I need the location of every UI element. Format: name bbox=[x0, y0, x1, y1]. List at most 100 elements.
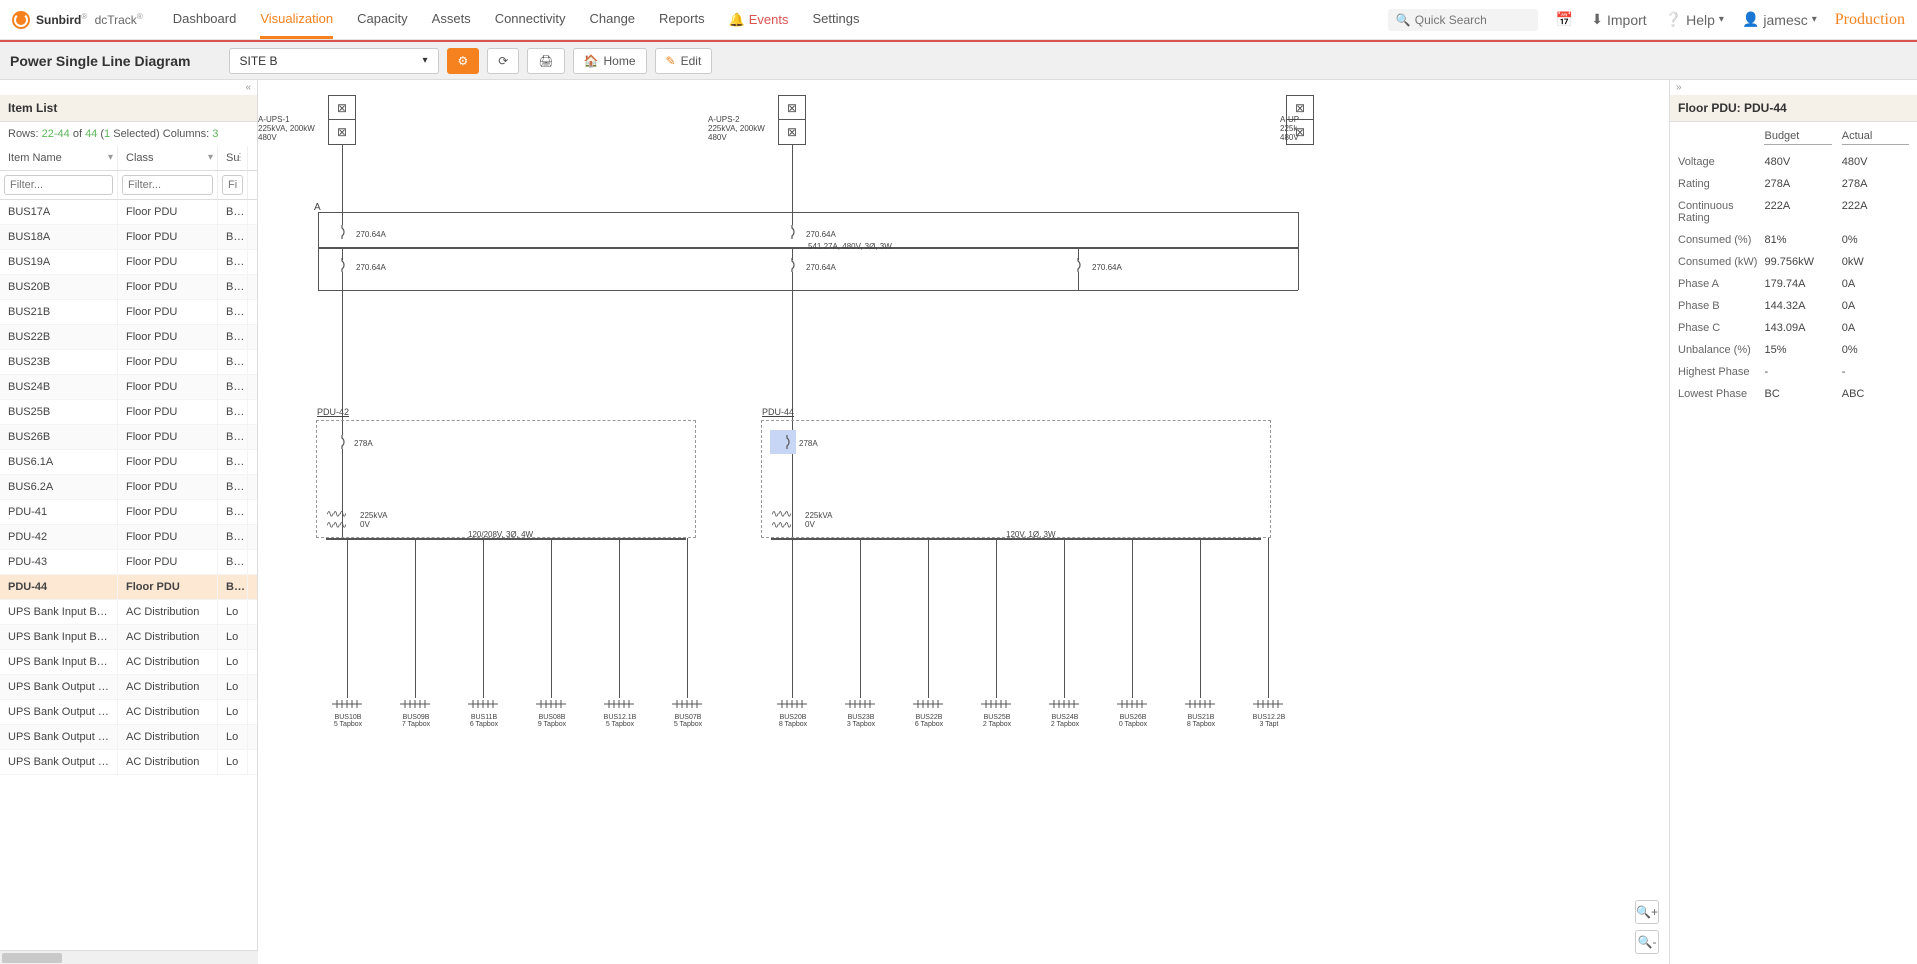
table-row[interactable]: BUS22BFloor PDUBu bbox=[0, 325, 257, 350]
breaker-symbol[interactable] bbox=[335, 258, 349, 272]
nav-item-capacity[interactable]: Capacity bbox=[357, 1, 408, 39]
import-button[interactable]: ⬇ Import bbox=[1591, 11, 1646, 28]
help-button[interactable]: ❔ Help ▾ bbox=[1665, 11, 1724, 28]
zoom-out-button[interactable]: 🔍- bbox=[1635, 930, 1659, 954]
edit-button[interactable]: ✎ Edit bbox=[655, 48, 713, 74]
detail-key: Phase A bbox=[1678, 278, 1764, 290]
table-row[interactable]: PDU-43Floor PDUBu bbox=[0, 550, 257, 575]
kebab-icon: ⋮ bbox=[235, 152, 245, 163]
nav-item-visualization[interactable]: Visualization bbox=[260, 1, 333, 39]
busway-tap[interactable] bbox=[672, 698, 702, 706]
home-button[interactable]: 🏠 Home bbox=[573, 48, 647, 74]
table-row[interactable]: BUS23BFloor PDUBu bbox=[0, 350, 257, 375]
detail-row: Rating278A278A bbox=[1678, 173, 1909, 195]
filter-name-input[interactable] bbox=[4, 175, 113, 195]
table-row[interactable]: BUS18AFloor PDUBu bbox=[0, 225, 257, 250]
horizontal-scrollbar[interactable] bbox=[0, 950, 258, 964]
table-row[interactable]: UPS Bank Input Breaker 3AC DistributionL… bbox=[0, 650, 257, 675]
cell-class: Floor PDU bbox=[118, 350, 218, 374]
breaker-symbol[interactable] bbox=[1071, 258, 1085, 272]
nav-item-reports[interactable]: Reports bbox=[659, 1, 705, 39]
cell-item-name: UPS Bank Input Breaker 1 bbox=[0, 600, 118, 624]
detail-budget: 99.756kW bbox=[1764, 256, 1831, 268]
ups-label: A-UPS-1 225kVA, 200kW 480V bbox=[258, 115, 315, 142]
zoom-in-button[interactable]: 🔍+ bbox=[1635, 900, 1659, 924]
calendar-icon[interactable]: 📅 bbox=[1556, 11, 1573, 28]
cell-item-name: UPS Bank Output Breaker 2 bbox=[0, 700, 118, 724]
busway-tap[interactable] bbox=[1117, 698, 1147, 706]
transformer-symbol[interactable]: ∿∿∿∿∿∿ bbox=[771, 509, 790, 531]
table-row[interactable]: PDU-41Floor PDUBu bbox=[0, 500, 257, 525]
refresh-button[interactable]: ⟳ bbox=[487, 48, 519, 74]
busway-tap[interactable] bbox=[913, 698, 943, 706]
breaker-symbol[interactable] bbox=[785, 258, 799, 272]
nav-item-assets[interactable]: Assets bbox=[432, 1, 471, 39]
busway-tap[interactable] bbox=[400, 698, 430, 706]
pdu-breaker[interactable] bbox=[780, 435, 794, 449]
filter-sub-input[interactable] bbox=[222, 175, 243, 195]
busway-tap[interactable] bbox=[777, 698, 807, 706]
nav-item-events[interactable]: 🔔 Events bbox=[729, 1, 789, 39]
collapse-right-button[interactable]: » bbox=[1670, 80, 1917, 95]
busway-tap[interactable] bbox=[332, 698, 362, 706]
busway-tap[interactable] bbox=[604, 698, 634, 706]
busway-tap[interactable] bbox=[468, 698, 498, 706]
cell-class: Floor PDU bbox=[118, 250, 218, 274]
table-row[interactable]: UPS Bank Output Breaker 2AC Distribution… bbox=[0, 700, 257, 725]
nav-item-connectivity[interactable]: Connectivity bbox=[495, 1, 566, 39]
bus-frame-left bbox=[318, 212, 319, 290]
pdu-box[interactable]: PDU-44 bbox=[761, 420, 1271, 538]
nav-item-change[interactable]: Change bbox=[590, 1, 636, 39]
table-row[interactable]: BUS26BFloor PDUBu bbox=[0, 425, 257, 450]
col-class[interactable]: Class▾ bbox=[118, 146, 218, 170]
transformer-rating: 225kVA 0V bbox=[805, 511, 832, 529]
detail-key: Rating bbox=[1678, 178, 1764, 190]
breaker-symbol[interactable] bbox=[785, 225, 799, 239]
ups-symbol[interactable]: ⊠⊠ bbox=[328, 95, 356, 145]
quick-search[interactable]: 🔍 bbox=[1388, 9, 1538, 31]
table-row[interactable]: PDU-44Floor PDUBu bbox=[0, 575, 257, 600]
ups-symbol[interactable]: ⊠⊠ bbox=[778, 95, 806, 145]
busway-tap[interactable] bbox=[845, 698, 875, 706]
pdu-breaker[interactable] bbox=[335, 435, 349, 449]
detail-budget: 278A bbox=[1764, 178, 1831, 190]
table-row[interactable]: BUS25BFloor PDUBu bbox=[0, 400, 257, 425]
table-row[interactable]: BUS17AFloor PDUBu bbox=[0, 200, 257, 225]
nav-item-dashboard[interactable]: Dashboard bbox=[173, 1, 237, 39]
grid-body[interactable]: BUS17AFloor PDUBuBUS18AFloor PDUBuBUS19A… bbox=[0, 200, 257, 964]
transformer-symbol[interactable]: ∿∿∿∿∿∿ bbox=[326, 509, 345, 531]
user-menu[interactable]: 👤 jamesc ▾ bbox=[1742, 11, 1817, 28]
table-row[interactable]: BUS19AFloor PDUBu bbox=[0, 250, 257, 275]
table-row[interactable]: UPS Bank Input Breaker 2AC DistributionL… bbox=[0, 625, 257, 650]
table-row[interactable]: BUS6.1AFloor PDUBu bbox=[0, 450, 257, 475]
detail-actual: 0A bbox=[1842, 300, 1909, 312]
toolbar: Power Single Line Diagram SITE B ▾ ⚙ ⟳ 🖨… bbox=[0, 40, 1917, 80]
table-row[interactable]: BUS24BFloor PDUBu bbox=[0, 375, 257, 400]
table-row[interactable]: BUS20BFloor PDUBu bbox=[0, 275, 257, 300]
busway-tap[interactable] bbox=[536, 698, 566, 706]
collapse-left-button[interactable]: « bbox=[0, 80, 257, 95]
filter-class-select[interactable] bbox=[122, 175, 213, 195]
table-row[interactable]: BUS21BFloor PDUBu bbox=[0, 300, 257, 325]
detail-key: Unbalance (%) bbox=[1678, 344, 1764, 356]
settings-button[interactable]: ⚙ bbox=[447, 48, 480, 74]
cell-sub: Lo bbox=[218, 675, 248, 699]
print-button[interactable]: 🖨 bbox=[527, 48, 564, 74]
table-row[interactable]: UPS Bank Input Breaker 1AC DistributionL… bbox=[0, 600, 257, 625]
busway-tap[interactable] bbox=[1253, 698, 1283, 706]
nav-item-settings[interactable]: Settings bbox=[813, 1, 860, 39]
busway-tap[interactable] bbox=[1049, 698, 1079, 706]
site-selector[interactable]: SITE B ▾ bbox=[229, 48, 439, 74]
col-subclass[interactable]: Su⋮ bbox=[218, 146, 248, 170]
table-row[interactable]: UPS Bank Output Breaker 1AC Distribution… bbox=[0, 675, 257, 700]
table-row[interactable]: PDU-42Floor PDUBu bbox=[0, 525, 257, 550]
busway-tap[interactable] bbox=[981, 698, 1011, 706]
diagram-canvas[interactable]: ⊠⊠A-UPS-1 225kVA, 200kW 480V⊠⊠A-UPS-2 22… bbox=[258, 80, 1669, 964]
busway-tap[interactable] bbox=[1185, 698, 1215, 706]
table-row[interactable]: UPS Bank Output Breaker 4AC Distribution… bbox=[0, 750, 257, 775]
table-row[interactable]: UPS Bank Output Breaker 3AC Distribution… bbox=[0, 725, 257, 750]
search-input[interactable] bbox=[1415, 13, 1530, 27]
table-row[interactable]: BUS6.2AFloor PDUBu bbox=[0, 475, 257, 500]
col-item-name[interactable]: Item Name▾ bbox=[0, 146, 118, 170]
breaker-symbol[interactable] bbox=[335, 225, 349, 239]
